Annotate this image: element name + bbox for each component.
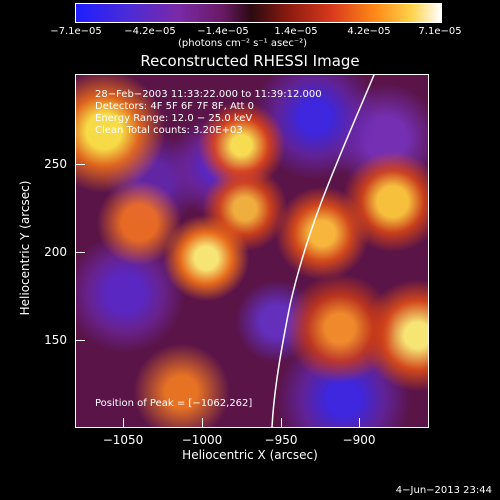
method-counts-text: Clean Total counts: 3.20E+03 — [95, 125, 243, 136]
colorbar — [75, 3, 442, 23]
colorbar-tick-label: −7.1e−05 — [50, 26, 102, 37]
y-tick-mark — [76, 252, 85, 253]
x-tick-mark — [202, 418, 203, 427]
y-tick-mark — [76, 164, 85, 165]
colorbar-tick-label: −1.4e−05 — [197, 26, 249, 37]
x-tick-mark — [359, 418, 360, 427]
colorbar-units: (photons cm⁻² s⁻¹ asec⁻²) — [178, 38, 308, 49]
y-axis-label: Heliocentric Y (arcsec) — [18, 180, 32, 316]
y-tick-label: 250 — [44, 157, 67, 171]
peak-position-text: Position of Peak = [−1062,262] — [95, 398, 253, 409]
x-tick-label: −900 — [342, 433, 376, 447]
y-tick-label: 200 — [44, 245, 67, 259]
time-range-text: 28−Feb−2003 11:33:22.000 to 11:39:12.000 — [95, 89, 322, 100]
solar-limb-line — [271, 75, 375, 427]
colorbar-tick-label: 1.4e−05 — [274, 26, 318, 37]
image-title: Reconstructed RHESSI Image — [140, 52, 360, 70]
colorbar-tick-label: 4.2e−05 — [347, 26, 391, 37]
colorbar-tick-label: −4.2e−05 — [124, 26, 176, 37]
detectors-text: Detectors: 4F 5F 6F 7F 8F, Att 0 — [95, 101, 255, 112]
x-tick-label: −950 — [264, 433, 298, 447]
x-tick-label: −1050 — [102, 433, 144, 447]
colorbar-tick-label: 7.1e−05 — [418, 26, 462, 37]
solar-image-plot — [75, 74, 429, 428]
x-tick-mark — [123, 418, 124, 427]
y-tick-label: 150 — [44, 333, 67, 347]
y-tick-mark — [76, 340, 85, 341]
x-tick-mark — [281, 418, 282, 427]
x-tick-label: −1000 — [181, 433, 223, 447]
energy-range-text: Energy Range: 12.0 − 25.0 keV — [95, 113, 253, 124]
x-axis-label: Heliocentric X (arcsec) — [182, 448, 318, 462]
timestamp: 4−Jun−2013 23:44 — [395, 485, 492, 496]
